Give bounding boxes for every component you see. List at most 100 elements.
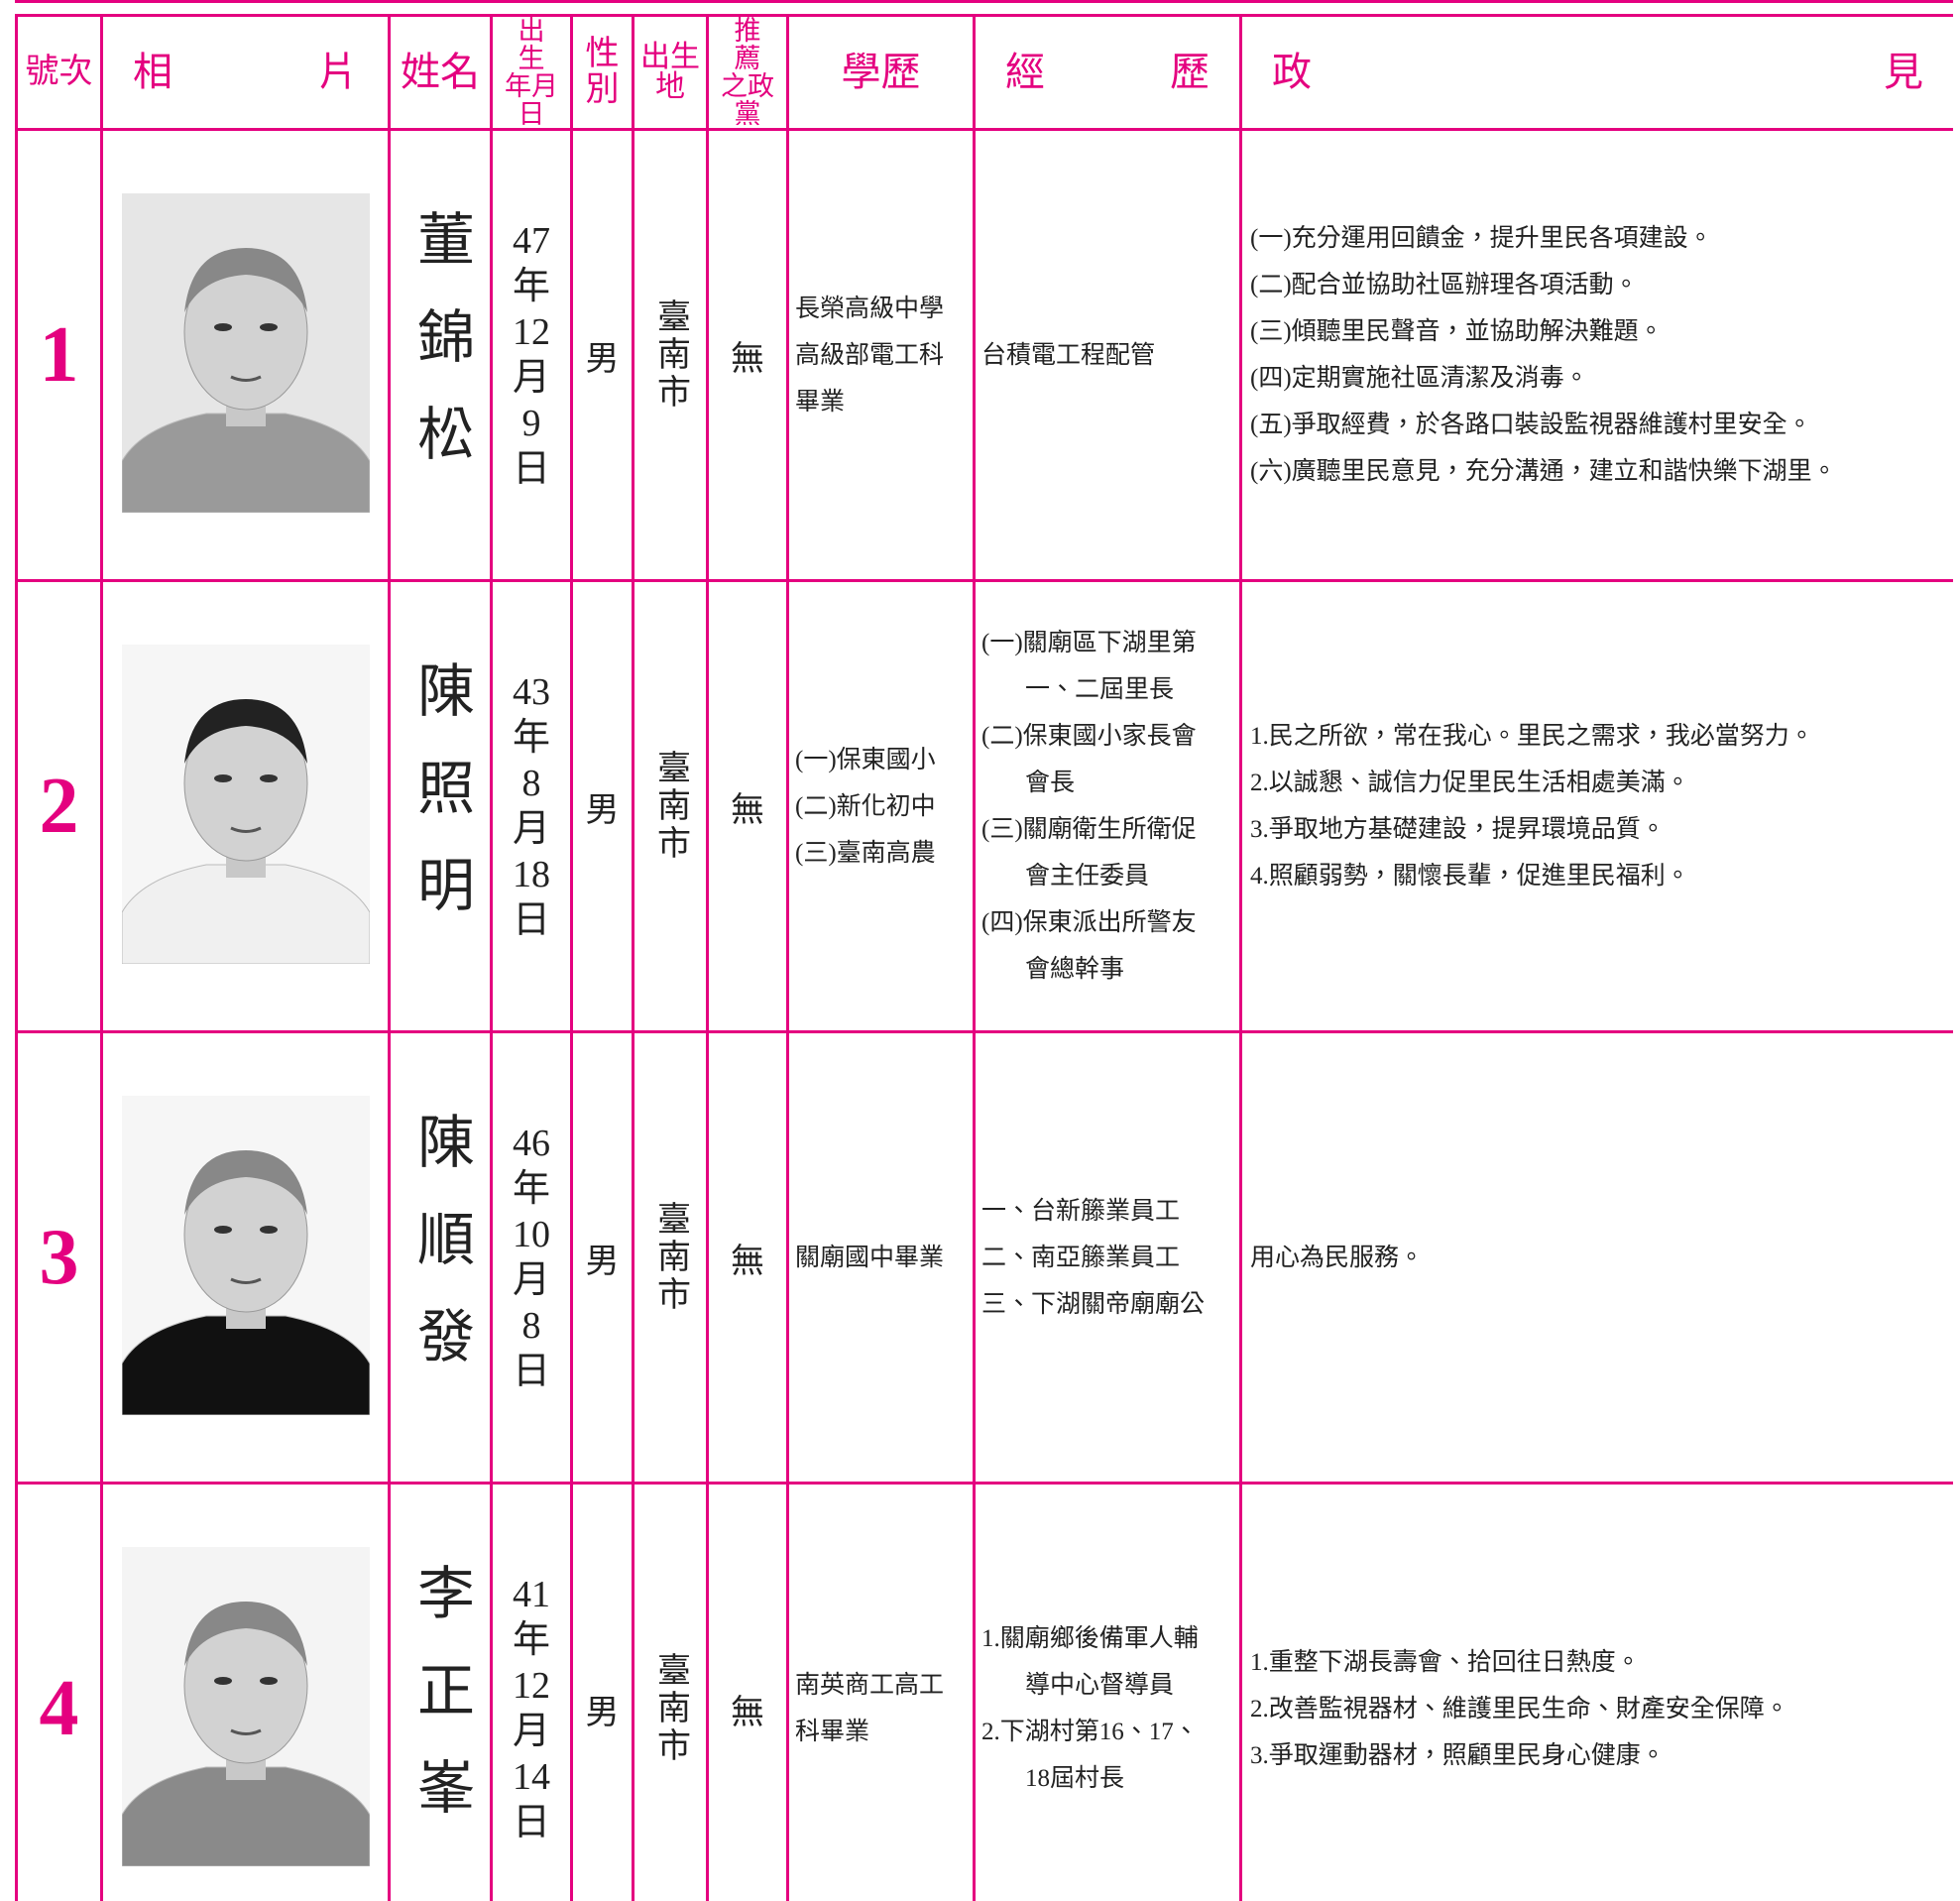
candidate-name: 李正峯 — [399, 1563, 482, 1854]
candidate-number: 4 — [40, 1665, 79, 1752]
birth-part: 日 — [493, 446, 570, 492]
birth-part: 月 — [493, 355, 570, 401]
party-cell: 無 — [708, 1032, 788, 1484]
birth-part: 10 — [493, 1212, 570, 1257]
header-part: 性 — [573, 37, 632, 72]
photo-cell — [102, 581, 390, 1032]
header-cell: 出 生年月日 — [492, 16, 572, 130]
platform-cell: 用心為民服務。 — [1241, 1032, 1954, 1484]
education-cell: 長榮高級中學高級部電工科畢業 — [788, 130, 975, 581]
platform-line: (五)爭取經費，於各路口裝設監視器維護村里安全。 — [1250, 402, 1953, 448]
birth-part: 12 — [493, 309, 570, 355]
experience-line: (三)關廟衛生所衛促 — [981, 806, 1239, 853]
birth-part: 18 — [493, 852, 570, 897]
gender-cell: 男 — [572, 1032, 634, 1484]
header-text: 學歷 — [842, 50, 921, 94]
birth-part: 日 — [493, 1800, 570, 1845]
number-cell: 4 — [17, 1484, 102, 1901]
education-line: (二)新化初中 — [795, 783, 973, 830]
candidate-photo — [122, 1547, 370, 1866]
candidate-number: 1 — [40, 311, 79, 399]
header-part: 出 生 — [493, 17, 570, 72]
photo-cell — [102, 1484, 390, 1901]
number-cell: 3 — [17, 1032, 102, 1484]
platform-line: 用心為民服務。 — [1250, 1235, 1953, 1281]
header-text: 號次 — [26, 54, 93, 90]
birth-part: 41 — [493, 1572, 570, 1617]
header-text: 推 薦之政黨 — [709, 17, 786, 128]
header-cell: 相片 — [102, 16, 390, 130]
header-part: 歷 — [1170, 53, 1210, 92]
platform-line: 4.照顧弱勢，關懷長輩，促進里民福利。 — [1250, 853, 1953, 899]
platform-line: (四)定期實施社區清潔及消毒。 — [1250, 355, 1953, 402]
birth-part: 年 — [493, 264, 570, 309]
party: 無 — [731, 1695, 764, 1731]
platform-cell: 1.重整下湖長壽會、拾回往日熱度。2.改善監視器材、維護里民生命、財產安全保障。… — [1241, 1484, 1954, 1901]
platform-line: (一)充分運用回饋金，提升里民各項建設。 — [1250, 215, 1953, 262]
candidate-number: 2 — [40, 763, 79, 850]
platform-line: 2.以誠懇、誠信力促里民生活相處美滿。 — [1250, 760, 1953, 806]
experience-line: 一、台新籐業員工 — [981, 1188, 1239, 1235]
experience-line: 會主任委員 — [981, 853, 1239, 899]
birth-part: 月 — [493, 806, 570, 852]
education-line: 長榮高級中學 — [795, 286, 973, 332]
header-text: 相片 — [103, 53, 388, 92]
education-cell: 關廟國中畢業 — [788, 1032, 975, 1484]
party: 無 — [731, 792, 764, 829]
education-line: 畢業 — [795, 379, 973, 425]
birthplace-cell: 臺南市 — [634, 581, 708, 1032]
birth-part: 9 — [493, 401, 570, 446]
header-part: 之政黨 — [709, 72, 786, 128]
experience-line: 導中心督導員 — [981, 1662, 1239, 1709]
birth-part: 14 — [493, 1754, 570, 1800]
header-part: 片 — [318, 53, 358, 92]
header-part: 推 薦 — [709, 17, 786, 72]
gender: 男 — [586, 1695, 620, 1731]
experience-line: 會總幹事 — [981, 946, 1239, 993]
candidate-name: 陳照明 — [399, 660, 482, 952]
birth-part: 8 — [493, 1303, 570, 1349]
experience-line: 1.關廟鄉後備軍人輔 — [981, 1615, 1239, 1662]
header-cell: 出生地 — [634, 16, 708, 130]
platform-line: (三)傾聽里民聲音，並協助解決難題。 — [1250, 308, 1953, 355]
birth-part: 12 — [493, 1663, 570, 1709]
education-line: 高級部電工科 — [795, 332, 973, 379]
party-cell: 無 — [708, 581, 788, 1032]
birth-part: 日 — [493, 1349, 570, 1394]
education-cell: 南英商工高工科畢業 — [788, 1484, 975, 1901]
party-cell: 無 — [708, 1484, 788, 1901]
gender: 男 — [586, 341, 620, 378]
education-line: 科畢業 — [795, 1709, 973, 1755]
candidate-name: 陳順發 — [399, 1112, 482, 1403]
party-cell: 無 — [708, 130, 788, 581]
name-cell: 陳順發 — [390, 1032, 492, 1484]
birth-part: 月 — [493, 1257, 570, 1303]
experience-line: 三、下湖關帝廟廟公 — [981, 1281, 1239, 1328]
platform-line: 1.重整下湖長壽會、拾回往日熱度。 — [1250, 1639, 1953, 1686]
birthplace-cell: 臺南市 — [634, 1032, 708, 1484]
name-cell: 李正峯 — [390, 1484, 492, 1901]
header-text: 經歷 — [976, 53, 1239, 92]
photo-cell — [102, 130, 390, 581]
platform-line: 3.爭取運動器材，照顧里民身心健康。 — [1250, 1732, 1953, 1779]
number-cell: 1 — [17, 130, 102, 581]
header-part: 政 — [1272, 53, 1312, 92]
experience-line: 18屆村長 — [981, 1755, 1239, 1802]
birth-part: 47 — [493, 218, 570, 264]
candidate-photo — [122, 1096, 370, 1415]
candidate-name: 董錦松 — [399, 209, 482, 501]
header-cell: 性別 — [572, 16, 634, 130]
candidate-number: 3 — [40, 1214, 79, 1301]
gender: 男 — [586, 1244, 620, 1280]
